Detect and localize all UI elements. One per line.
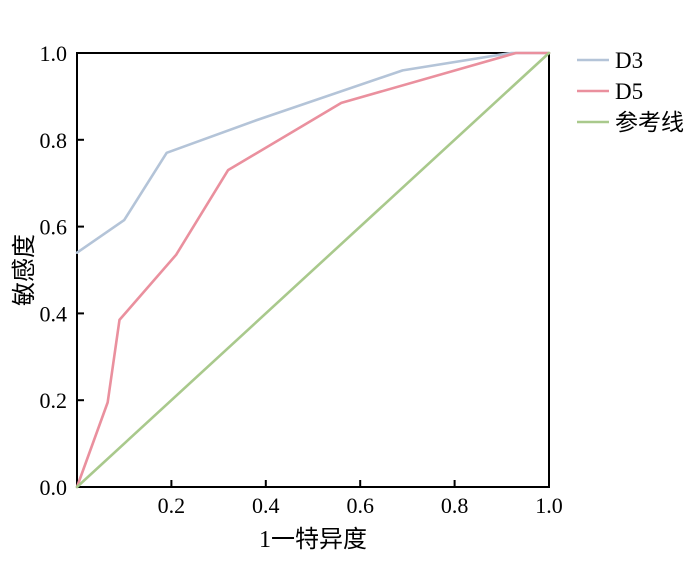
plot-frame (76, 52, 550, 488)
x-tick-label: 0.4 (252, 493, 280, 518)
ticks-layer: 0.0 0.2 0.4 0.6 0.8 1.0 0.2 0.4 0.6 0.8 1.0 (40, 41, 563, 518)
x-tick-label: 0.2 (158, 493, 186, 518)
x-axis-title: 1一特异度 (259, 526, 367, 553)
series-line-2 (75, 51, 551, 489)
y-tick-label: 0.0 (40, 475, 68, 500)
legend-label: 参考线 (615, 110, 684, 135)
y-tick-label: 1.0 (40, 41, 68, 66)
y-tick-label: 0.2 (40, 388, 68, 413)
legend: D3 D5 参考线 (577, 48, 684, 135)
x-tick-label: 0.8 (441, 493, 469, 518)
series-layer (75, 51, 551, 489)
y-tick-label: 0.4 (40, 301, 68, 326)
series-line-1 (75, 51, 551, 254)
y-tick-label: 0.6 (40, 215, 68, 240)
y-tick-label: 0.8 (40, 128, 68, 153)
x-tick-label: 0.6 (346, 493, 374, 518)
y-axis-title: 敏感度 (11, 234, 38, 306)
series-line-3 (75, 51, 551, 489)
x-tick-label: 1.0 (535, 493, 563, 518)
legend-label: D5 (615, 79, 643, 104)
legend-label: D3 (615, 48, 643, 73)
